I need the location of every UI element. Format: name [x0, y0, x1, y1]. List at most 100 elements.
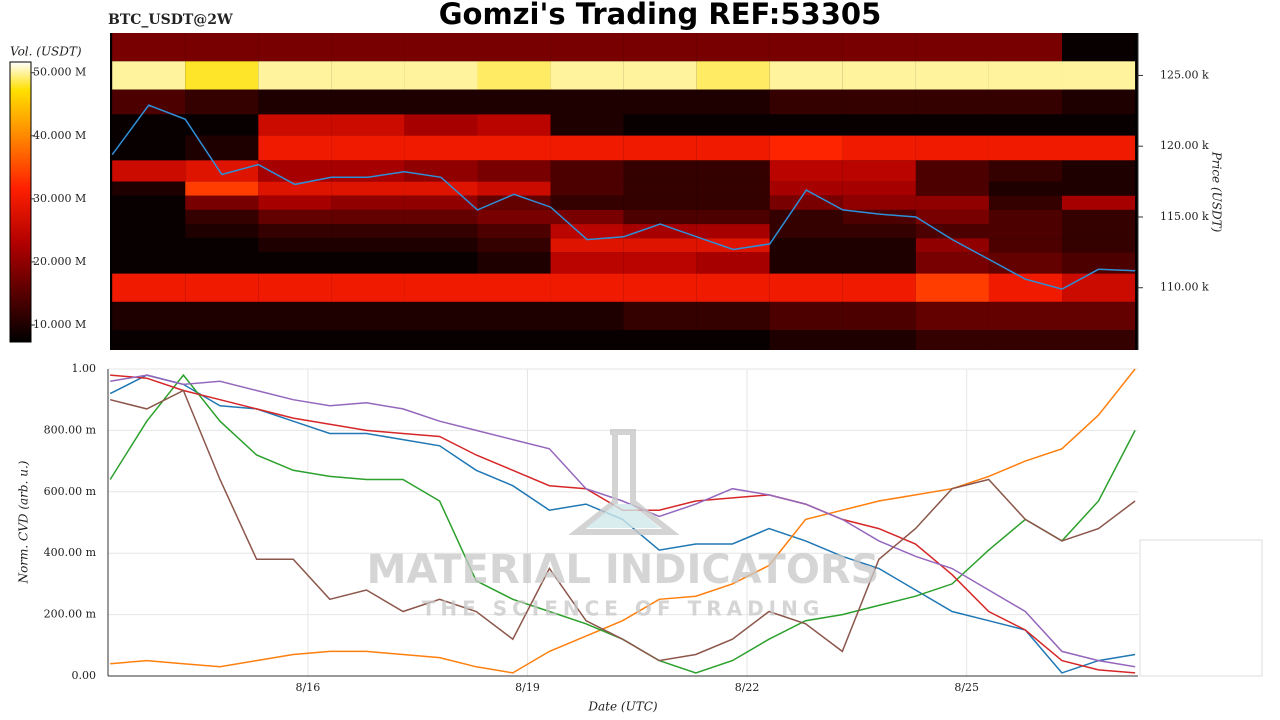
heatmap-cell [185, 114, 259, 136]
heatmap-cell [185, 195, 259, 210]
heatmap-cell [769, 114, 843, 136]
watermark-tagline: THE SCIENCE OF TRADING [422, 597, 825, 621]
heatmap-cell [550, 224, 624, 239]
heatmap-cell [258, 160, 332, 182]
heatmap-cell [623, 209, 697, 225]
heatmap-cell [696, 135, 770, 161]
x-tick-label: 8/25 [954, 681, 979, 694]
heatmap-cell [623, 252, 697, 274]
heatmap-cell [623, 135, 697, 161]
heatmap-cell [1062, 238, 1136, 253]
heatmap-cell [185, 238, 259, 253]
colorbar-tick-label: 30.000 M [33, 192, 86, 205]
heatmap-cell [769, 301, 843, 331]
heatmap-cell [112, 301, 186, 331]
heatmap-cell [842, 224, 916, 239]
heatmap-cell [1062, 195, 1136, 210]
heatmap-cell [258, 89, 332, 115]
heatmap-cell [477, 33, 551, 62]
heatmap-cell [550, 195, 624, 210]
legend [1139, 539, 1263, 677]
heatmap-cell [842, 252, 916, 274]
heatmap-cell [258, 209, 332, 225]
heatmap-cell [915, 224, 989, 239]
heatmap-cell [404, 181, 478, 196]
heatmap-cell [258, 33, 332, 62]
heatmap-cell [112, 209, 186, 225]
heatmap-cell [696, 114, 770, 136]
heatmap-cell [112, 224, 186, 239]
series-line [110, 374, 1136, 668]
heatmap-cell [185, 61, 259, 90]
heatmap-cell [1062, 252, 1136, 274]
series-line [110, 368, 1136, 674]
heatmap-cell [842, 238, 916, 253]
heatmap-cell [112, 33, 186, 62]
chart-subtitle: BTC_USDT@2W [108, 12, 233, 28]
heatmap-cell [915, 195, 989, 210]
heatmap-cell [696, 273, 770, 302]
y-tick-label: 115.00 k [1160, 210, 1209, 223]
heatmap-cell [550, 160, 624, 182]
heatmap-cell [331, 135, 405, 161]
heatmap-cell [404, 160, 478, 182]
heatmap-cell [477, 330, 551, 350]
heatmap-cell [404, 89, 478, 115]
heatmap-cell [1062, 273, 1136, 302]
heatmap-cell [1062, 209, 1136, 225]
heatmap-cell [769, 61, 843, 90]
y-axis-label: Price (USDT) [1210, 151, 1224, 233]
heatmap-cell [623, 33, 697, 62]
heatmap-cell [331, 252, 405, 274]
heatmap-cell [696, 160, 770, 182]
heatmap-cell [915, 160, 989, 182]
heatmap-cell [842, 195, 916, 210]
heatmap-cell [988, 209, 1063, 225]
heatmap-cell [112, 160, 186, 182]
heatmap-cell [915, 135, 989, 161]
heatmap-cell [477, 238, 551, 253]
heatmap-cell [477, 224, 551, 239]
heatmap-cell [331, 301, 405, 331]
y-tick-label: 120.00 k [1160, 139, 1209, 152]
heatmap-cell [623, 224, 697, 239]
heatmap-cell [331, 89, 405, 115]
heatmap-cell [331, 160, 405, 182]
heatmap-cell [988, 238, 1063, 253]
heatmap-cell [696, 195, 770, 210]
heatmap-cell [258, 195, 332, 210]
heatmap-cell [1062, 301, 1136, 331]
heatmap-cell [477, 61, 551, 90]
heatmap-cell [404, 301, 478, 331]
heatmap-cell [988, 114, 1063, 136]
heatmap-cell [185, 160, 259, 182]
heatmap-cell [915, 89, 989, 115]
heatmap-cell [550, 61, 624, 90]
heatmap-cell [988, 61, 1063, 90]
colorbar-tick-label: 10.000 M [33, 318, 86, 331]
heatmap-cell [477, 252, 551, 274]
heatmap-cell [623, 301, 697, 331]
heatmap-cell [1062, 89, 1136, 115]
heatmap-cell [258, 224, 332, 239]
heatmap-cell [331, 209, 405, 225]
heatmap-cell [1062, 61, 1136, 90]
heatmap-cell [258, 114, 332, 136]
heatmap-cell [769, 160, 843, 182]
heatmap-cell [550, 114, 624, 136]
x-axis-label: Date (UTC) [587, 700, 657, 714]
heatmap-cell [185, 181, 259, 196]
heatmap-cell [769, 252, 843, 274]
heatmap-cell [404, 238, 478, 253]
y-tick-label: 600.00 m [44, 485, 97, 498]
heatmap-cell [988, 301, 1063, 331]
heatmap-cell [623, 273, 697, 302]
heatmap-cell [842, 114, 916, 136]
heatmap-cell [915, 209, 989, 225]
chart-title: Gomzi's Trading REF:53305 [439, 0, 882, 31]
heatmap-cell [112, 330, 186, 350]
heatmap-cell [769, 33, 843, 62]
heatmap-cell [623, 114, 697, 136]
heatmap-cell [404, 224, 478, 239]
